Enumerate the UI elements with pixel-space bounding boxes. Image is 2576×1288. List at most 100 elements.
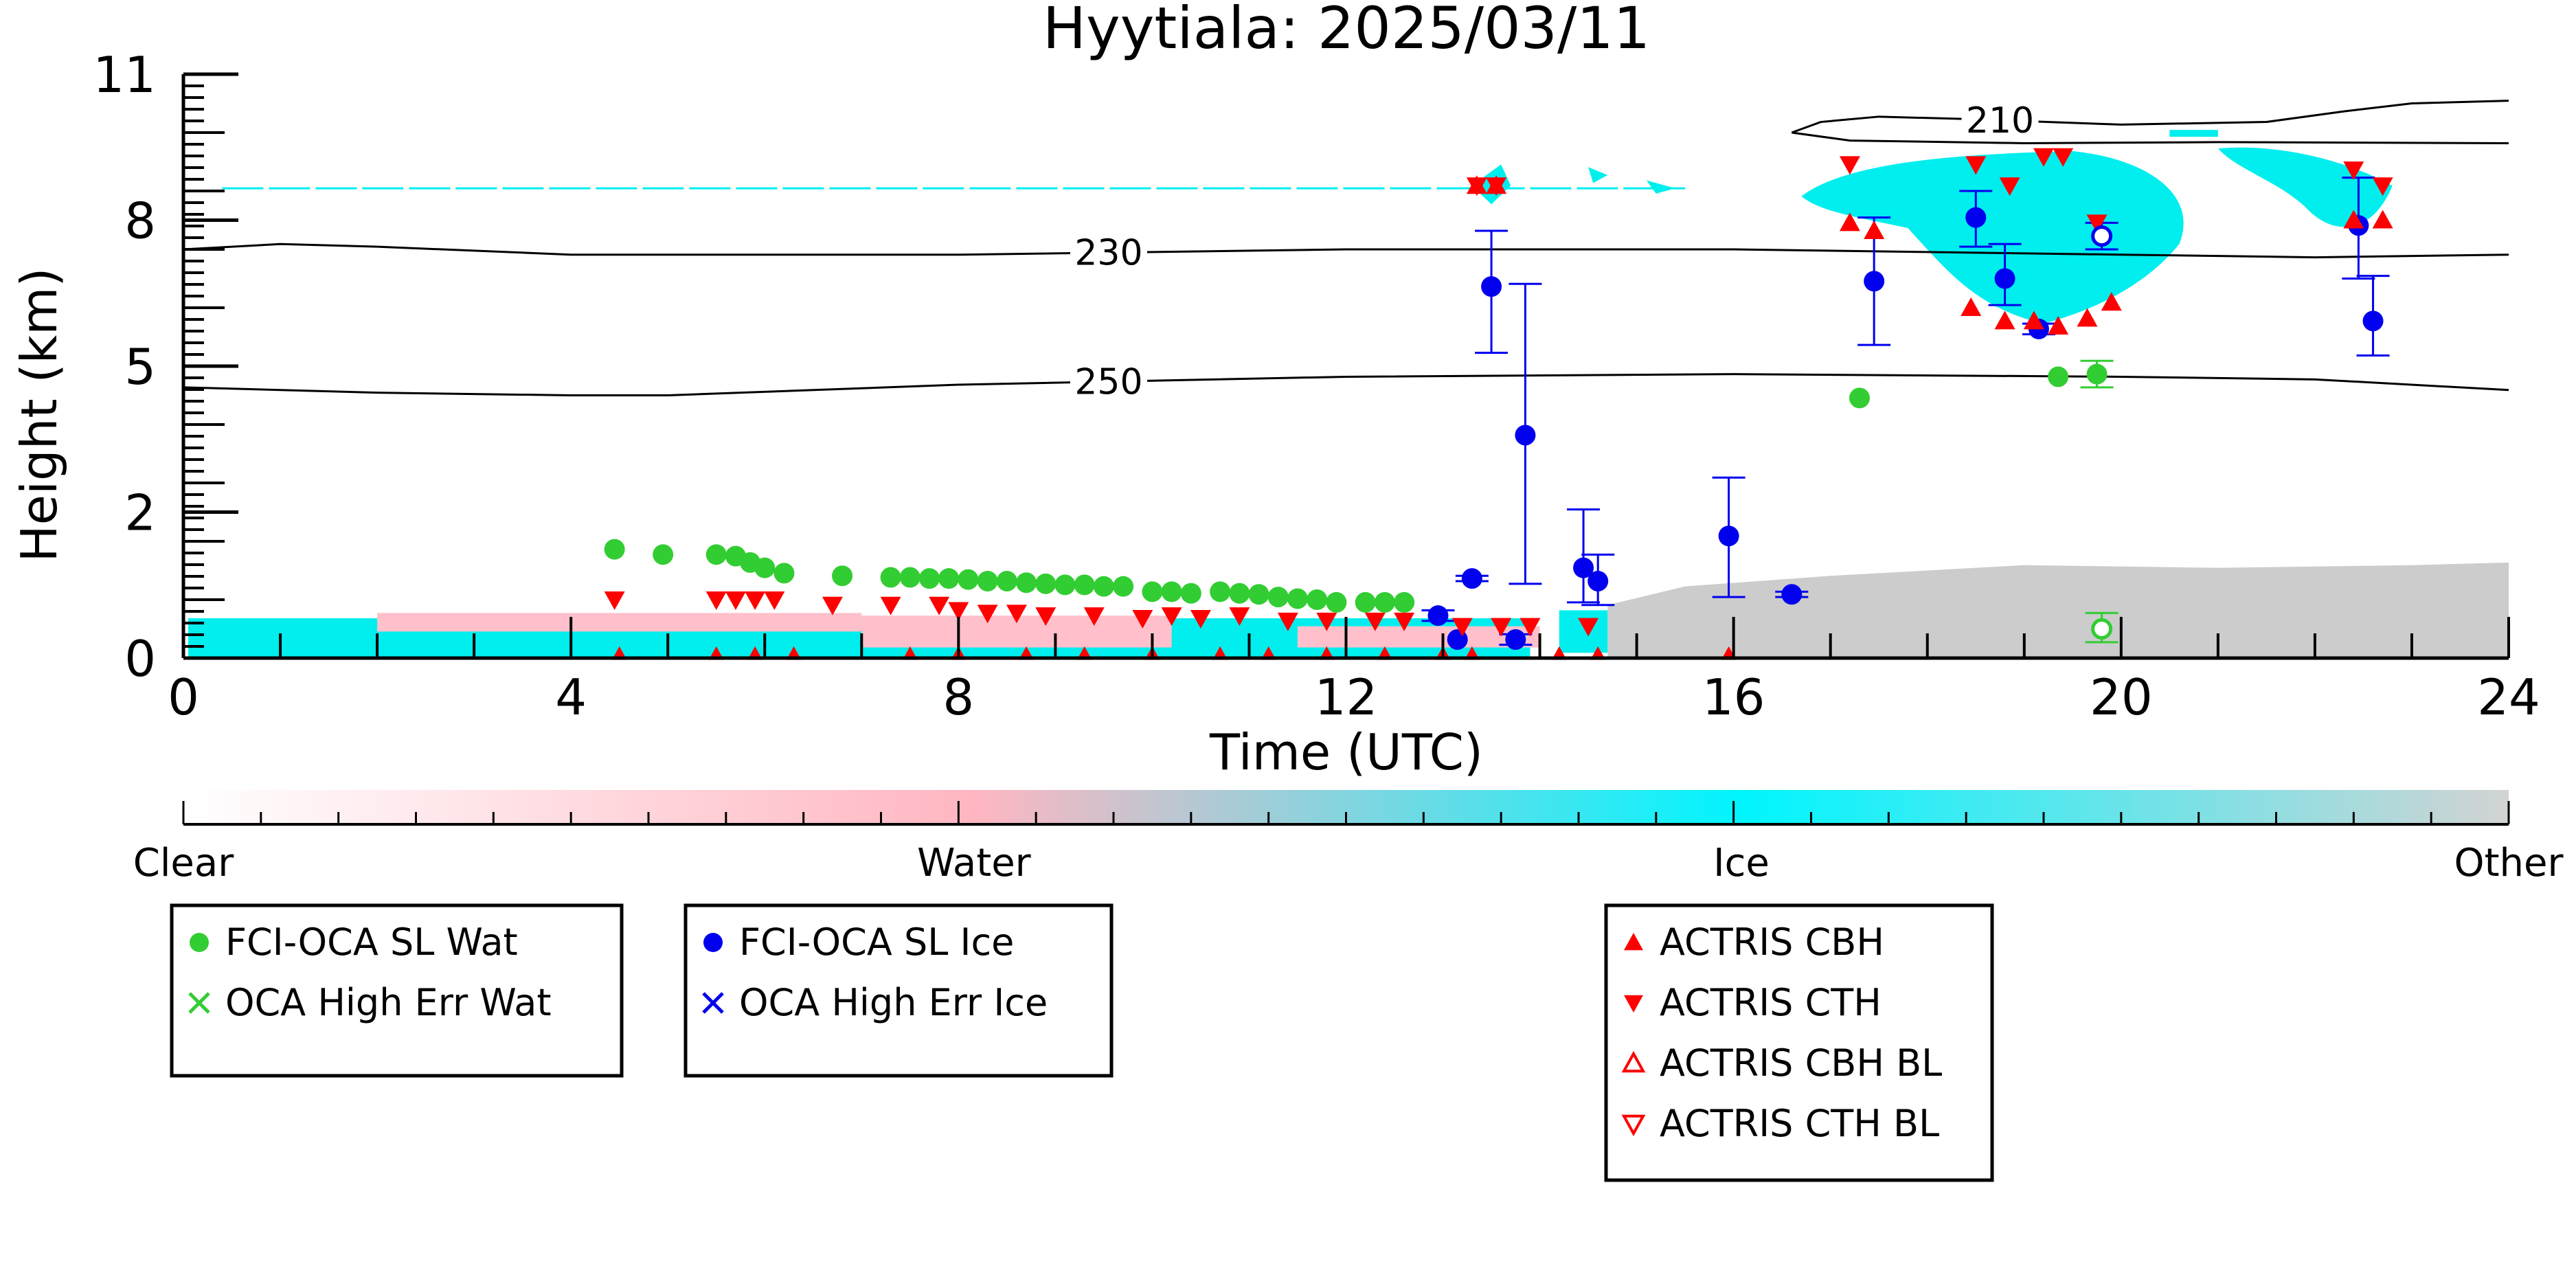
colorbar-label: Clear bbox=[133, 841, 234, 885]
data-point bbox=[899, 567, 920, 588]
data-point bbox=[1277, 612, 1298, 631]
ice-cloud-patch bbox=[2169, 130, 2218, 137]
legend-marker bbox=[703, 933, 723, 952]
data-point bbox=[1839, 156, 1860, 175]
data-point bbox=[705, 591, 727, 610]
data-point bbox=[2086, 214, 2108, 234]
legend-marker bbox=[190, 933, 209, 952]
data-point bbox=[1035, 607, 1057, 626]
colorbar-label: Water bbox=[917, 841, 1032, 885]
x-tick-label: 8 bbox=[942, 668, 974, 726]
data-point bbox=[1093, 576, 1114, 597]
legend-label: ACTRIS CBH bbox=[1660, 920, 1884, 964]
colorbar: Clear Water Ice Other bbox=[133, 790, 2564, 885]
data-point bbox=[1161, 581, 1182, 602]
data-point bbox=[1326, 591, 1347, 613]
legend-label: OCA High Err Ice bbox=[739, 981, 1048, 1024]
legend-label: ACTRIS CTH BL bbox=[1660, 1102, 1939, 1145]
legend-marker bbox=[1621, 1050, 1646, 1073]
y-tick-label: 5 bbox=[124, 338, 156, 396]
y-axis-label: Height (km) bbox=[10, 268, 68, 563]
data-point bbox=[1999, 177, 2020, 196]
data-point bbox=[1481, 276, 1502, 297]
data-point bbox=[977, 570, 998, 591]
x-tick-label: 0 bbox=[168, 668, 199, 726]
data-point bbox=[1210, 581, 1231, 602]
x-tick-label: 12 bbox=[1315, 668, 1378, 726]
legend-marker bbox=[1624, 933, 1643, 951]
legend-label: FCI-OCA SL Ice bbox=[739, 920, 1014, 964]
data-point bbox=[2343, 161, 2364, 181]
data-point bbox=[929, 596, 950, 615]
data-point bbox=[1864, 220, 1885, 239]
data-point bbox=[2033, 148, 2054, 167]
x-tick-label: 16 bbox=[1702, 668, 1765, 726]
y-tick-label: 0 bbox=[124, 630, 156, 688]
data-point bbox=[1142, 581, 1163, 602]
ice-cloud-patch bbox=[1588, 167, 1608, 183]
y-tick-label: 8 bbox=[124, 192, 156, 250]
data-point bbox=[1994, 268, 2015, 289]
data-point bbox=[754, 557, 776, 578]
chart-title: Hyytiala: 2025/03/11 bbox=[1043, 0, 1650, 62]
data-point bbox=[996, 570, 1017, 591]
data-point bbox=[1839, 212, 1860, 231]
data-point bbox=[2362, 310, 2384, 332]
data-point bbox=[2343, 210, 2364, 229]
legend-marker-stroke bbox=[702, 992, 724, 1014]
data-point bbox=[1515, 425, 1536, 446]
colorbar-label: Other bbox=[2454, 841, 2564, 885]
data-point bbox=[773, 563, 795, 584]
data-point bbox=[2091, 225, 2113, 247]
data-point bbox=[880, 567, 901, 588]
data-point bbox=[2023, 310, 2044, 330]
contour-label: 230 bbox=[1074, 233, 1142, 274]
x-tick-label: 20 bbox=[2090, 668, 2153, 726]
data-point bbox=[1229, 583, 1250, 604]
data-point bbox=[977, 605, 998, 624]
data-point bbox=[1461, 568, 1482, 589]
legend-label: OCA High Err Wat bbox=[225, 981, 552, 1024]
legend-box bbox=[683, 903, 1114, 1078]
data-point bbox=[1248, 584, 1269, 605]
data-point bbox=[1486, 177, 1507, 196]
colorbar-label: Ice bbox=[1713, 841, 1770, 885]
data-point bbox=[919, 568, 940, 589]
data-point bbox=[958, 569, 979, 590]
data-point bbox=[938, 568, 960, 589]
data-point bbox=[1180, 583, 1201, 604]
data-point bbox=[1491, 618, 1512, 637]
data-point bbox=[1718, 526, 1739, 547]
data-point bbox=[832, 565, 853, 587]
data-point bbox=[1307, 589, 1328, 610]
ice-cloud-patch bbox=[1801, 151, 2184, 324]
contour-line bbox=[1792, 131, 2509, 144]
data-point bbox=[1965, 207, 1987, 228]
legend-marker bbox=[1624, 995, 1643, 1013]
contour-label: 250 bbox=[1074, 362, 1142, 403]
data-point bbox=[604, 591, 625, 610]
data-point bbox=[822, 596, 843, 615]
data-point bbox=[604, 539, 625, 560]
contour-label: 210 bbox=[1966, 100, 2034, 142]
data-point bbox=[764, 591, 785, 610]
data-point bbox=[1161, 607, 1182, 626]
data-point bbox=[653, 544, 674, 565]
contour-label-bg bbox=[1070, 234, 1147, 271]
data-point bbox=[1355, 591, 1376, 613]
legend-marker bbox=[702, 992, 724, 1014]
data-point bbox=[2372, 210, 2393, 229]
legends: FCI-OCA SL Wat OCA High Err Wat FCI-OCA SL… bbox=[170, 903, 1994, 1182]
contour-label-bg bbox=[1961, 102, 2039, 138]
data-point bbox=[705, 544, 727, 565]
data-point bbox=[725, 591, 746, 610]
data-point bbox=[1781, 584, 1803, 605]
data-point bbox=[2372, 177, 2393, 196]
data-point bbox=[1035, 573, 1057, 594]
data-point bbox=[1113, 576, 1134, 597]
data-point bbox=[1451, 618, 1473, 637]
data-point bbox=[1864, 271, 1885, 292]
data-point bbox=[880, 596, 901, 615]
x-tick-label: 24 bbox=[2477, 668, 2540, 726]
data-point bbox=[1287, 588, 1308, 609]
